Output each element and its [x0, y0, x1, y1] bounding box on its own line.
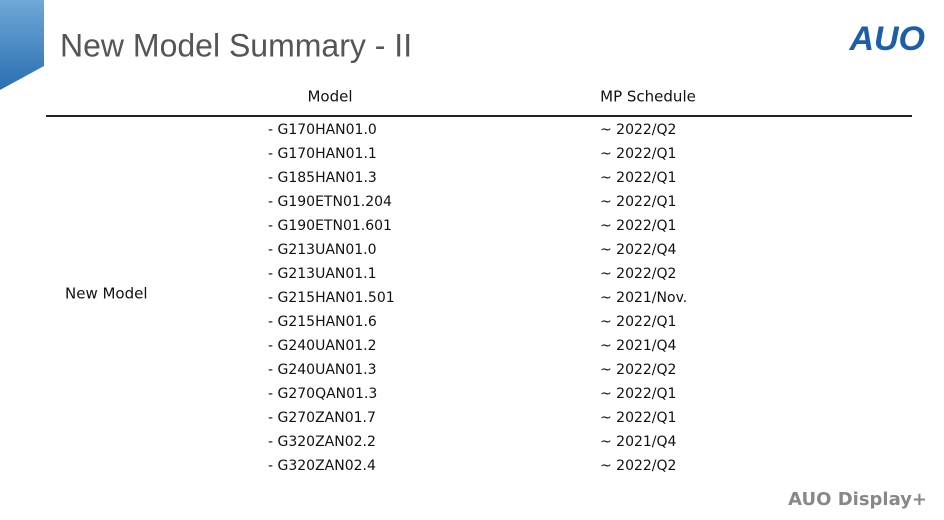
column-header: Model: [307, 88, 352, 106]
model-cell: - G190ETN01.204: [268, 194, 392, 210]
model-cell: - G240UAN01.3: [268, 362, 377, 378]
schedule-cell: ~ 2022/Q1: [600, 410, 676, 426]
table-body: - G170HAN01.0 ~ 2022/Q2 - G170HAN01.1 ~ 202…: [268, 122, 687, 474]
schedule-cell: ~ 2022/Q2: [600, 122, 676, 138]
schedule-cell: ~ 2022/Q1: [600, 194, 676, 210]
model-cell: - G215HAN01.6: [268, 314, 377, 330]
model-cell: - G270ZAN01.7: [268, 410, 376, 426]
group-label: New Model: [65, 285, 148, 303]
slide-title: New Model Summary - II: [60, 27, 412, 63]
schedule-cell: ~ 2022/Q2: [600, 266, 676, 282]
schedule-cell: ~ 2022/Q1: [600, 386, 676, 402]
model-cell: - G170HAN01.1: [268, 146, 377, 162]
model-cell: - G185HAN01.3: [268, 170, 377, 186]
corner-decoration: [0, 0, 44, 90]
schedule-cell: ~ 2021/Q4: [600, 434, 677, 450]
model-cell: - G320ZAN02.4: [268, 458, 376, 474]
schedule-cell: ~ 2022/Q1: [600, 218, 676, 234]
model-cell: - G240UAN01.2: [268, 338, 377, 354]
model-cell: - G215HAN01.501: [268, 290, 395, 306]
model-cell: - G270QAN01.3: [268, 386, 377, 402]
schedule-cell: ~ 2022/Q2: [600, 458, 676, 474]
model-cell: - G213UAN01.0: [268, 242, 377, 258]
schedule-cell: ~ 2021/Q4: [600, 338, 677, 354]
column-header: MP Schedule: [600, 88, 696, 106]
model-cell: - G213UAN01.1: [268, 266, 377, 282]
logo: AUO: [848, 20, 925, 58]
model-cell: - G320ZAN02.2: [268, 434, 376, 450]
footer-brand: AUO Display+: [788, 489, 927, 510]
schedule-cell: ~ 2022/Q4: [600, 242, 677, 258]
schedule-cell: ~ 2022/Q2: [600, 362, 676, 378]
model-cell: - G190ETN01.601: [268, 218, 392, 234]
schedule-cell: ~ 2022/Q1: [600, 146, 676, 162]
schedule-cell: ~ 2022/Q1: [600, 170, 676, 186]
model-cell: - G170HAN01.0: [268, 122, 377, 138]
schedule-cell: ~ 2022/Q1: [600, 314, 676, 330]
schedule-cell: ~ 2021/Nov.: [600, 290, 687, 306]
